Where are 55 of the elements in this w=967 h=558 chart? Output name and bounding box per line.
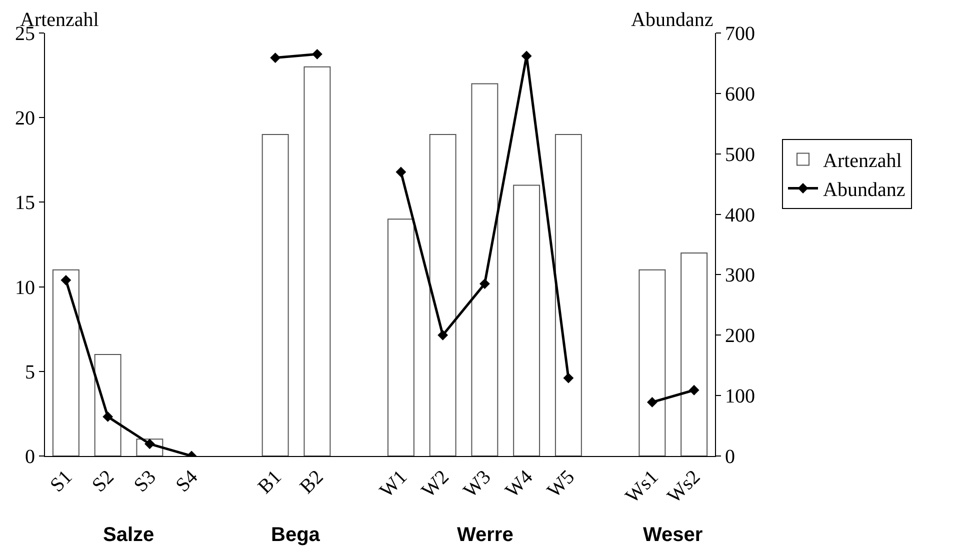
bar: [429, 134, 456, 456]
legend-label: Abundanz: [823, 179, 906, 202]
point: [270, 52, 281, 63]
x-tick-label: W3: [459, 466, 496, 502]
text: Bega: [271, 524, 321, 546]
point: [396, 166, 406, 178]
bar: [262, 134, 289, 456]
x-tick-label: S3: [130, 466, 160, 497]
point: [521, 50, 532, 62]
point: [563, 372, 574, 384]
x-tick-label: Ws1: [621, 466, 663, 508]
bar: [680, 252, 708, 456]
point: [646, 397, 658, 408]
legend-label: Artenzahl: [823, 150, 902, 172]
x-tick-label: S4: [172, 466, 202, 497]
y-tick-label: 0: [25, 446, 35, 468]
y-tick-label: 20: [15, 108, 35, 130]
y2-axis-title: Abundanz: [631, 9, 714, 31]
point: [438, 330, 448, 340]
x-tick-label: Ws2: [663, 466, 705, 508]
bar: [94, 354, 122, 456]
y-tick-label: 5: [25, 361, 35, 384]
y2-tick-label: 700: [725, 23, 755, 45]
point: [312, 48, 322, 60]
point: [688, 384, 700, 396]
y-tick-label: 10: [15, 276, 35, 299]
x-tick-label: W5: [543, 466, 580, 502]
y2-tick-label: 200: [725, 325, 755, 348]
y2-tick-label: 600: [725, 83, 755, 106]
point: [60, 274, 72, 286]
y2-tick-label: 300: [725, 264, 755, 287]
x-tick-label: S2: [88, 466, 118, 497]
text: Werre: [457, 524, 514, 546]
bar: [554, 134, 582, 456]
point: [479, 278, 490, 289]
y2-tick-label: 500: [725, 144, 755, 166]
bar: [52, 269, 80, 456]
x-tick-label: B2: [296, 466, 328, 498]
bar: [304, 66, 331, 456]
x-tick-label: B1: [254, 466, 286, 498]
x-tick-label: S1: [46, 466, 77, 497]
text: Weser: [643, 524, 703, 546]
x-tick-label: W4: [501, 466, 538, 502]
x-tick-label: W2: [417, 466, 454, 502]
bar: [387, 218, 414, 456]
y2-tick-label: 0: [725, 446, 735, 468]
bar: [513, 184, 540, 456]
text: Salze: [103, 524, 154, 546]
bar: [471, 83, 498, 456]
bar: [638, 269, 666, 456]
y2-tick-label: 400: [725, 204, 755, 226]
y2-tick-label: 100: [725, 386, 755, 408]
y-tick-label: 15: [15, 192, 35, 214]
x-tick-label: W1: [376, 466, 412, 502]
point: [102, 412, 114, 422]
